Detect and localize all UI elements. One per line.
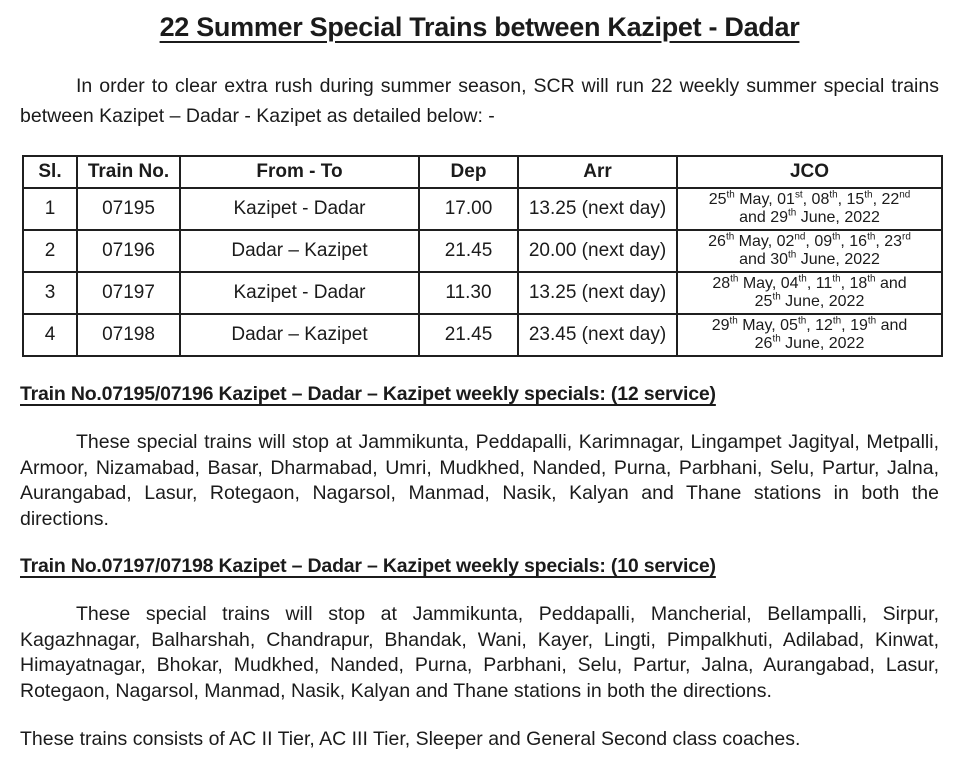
- intro-paragraph: In order to clear extra rush during summ…: [20, 75, 939, 127]
- jco-dates-line: and 30th June, 2022: [739, 249, 880, 268]
- table-row: 3 07197 Kazipet - Dadar 11.30 13.25 (nex…: [22, 271, 943, 315]
- cell-dep: 17.00: [418, 187, 519, 231]
- cell-from-to: Dadar – Kazipet: [179, 313, 420, 357]
- table-row: 1 07195 Kazipet - Dadar 17.00 13.25 (nex…: [22, 187, 943, 231]
- cell-sl: 2: [22, 229, 78, 273]
- table-row: 4 07198 Dadar – Kazipet 21.45 23.45 (nex…: [22, 313, 943, 357]
- section1-paragraph: These special trains will stop at Jammik…: [20, 431, 939, 530]
- cell-jco: 26th May, 02nd, 09th, 16th, 23rd and 30t…: [676, 229, 943, 273]
- jco-dates-line: 26th May, 02nd, 09th, 16th, 23rd: [708, 231, 911, 250]
- cell-dep: 21.45: [418, 229, 519, 273]
- cell-sl: 3: [22, 271, 78, 315]
- section1-heading: Train No.07195/07196 Kazipet – Dadar – K…: [20, 383, 716, 405]
- table-header-row: Sl. Train No. From - To Dep Arr JCO: [22, 155, 943, 189]
- cell-jco: 28th May, 04th, 11th, 18th and 25th June…: [676, 271, 943, 315]
- cell-jco: 29th May, 05th, 12th, 19th and 26th June…: [676, 313, 943, 357]
- jco-dates-line: 25th June, 2022: [754, 291, 865, 310]
- cell-from-to: Dadar – Kazipet: [179, 229, 420, 273]
- column-header-sl: Sl.: [22, 155, 78, 189]
- cell-train-no: 07198: [76, 313, 181, 357]
- column-header-dep: Dep: [418, 155, 519, 189]
- table-row: 2 07196 Dadar – Kazipet 21.45 20.00 (nex…: [22, 229, 943, 273]
- jco-dates-line: 26th June, 2022: [754, 333, 865, 352]
- jco-dates-line: 25th May, 01st, 08th, 15th, 22nd: [708, 189, 911, 208]
- cell-from-to: Kazipet - Dadar: [179, 271, 420, 315]
- cell-dep: 21.45: [418, 313, 519, 357]
- cell-sl: 4: [22, 313, 78, 357]
- column-header-arr: Arr: [517, 155, 678, 189]
- page-title: 22 Summer Special Trains between Kazipet…: [159, 12, 800, 42]
- trains-schedule-table: Sl. Train No. From - To Dep Arr JCO 1 07…: [22, 155, 943, 357]
- column-header-train-no: Train No.: [76, 155, 181, 189]
- cell-sl: 1: [22, 187, 78, 231]
- cell-arr: 23.45 (next day): [517, 313, 678, 357]
- cell-jco: 25th May, 01st, 08th, 15th, 22nd and 29t…: [676, 187, 943, 231]
- column-header-from-to: From - To: [179, 155, 420, 189]
- cell-dep: 11.30: [418, 271, 519, 315]
- cell-train-no: 07197: [76, 271, 181, 315]
- coaches-note: These trains consists of AC II Tier, AC …: [20, 728, 801, 750]
- jco-dates-line: and 29th June, 2022: [739, 207, 880, 226]
- jco-dates-line: 29th May, 05th, 12th, 19th and: [711, 315, 908, 334]
- section2-heading: Train No.07197/07198 Kazipet – Dadar – K…: [20, 555, 716, 577]
- cell-from-to: Kazipet - Dadar: [179, 187, 420, 231]
- cell-arr: 13.25 (next day): [517, 187, 678, 231]
- section2-paragraph: These special trains will stop at Jammik…: [20, 603, 939, 702]
- jco-dates-line: 28th May, 04th, 11th, 18th and: [712, 273, 907, 292]
- cell-train-no: 07196: [76, 229, 181, 273]
- column-header-jco: JCO: [676, 155, 943, 189]
- cell-train-no: 07195: [76, 187, 181, 231]
- cell-arr: 20.00 (next day): [517, 229, 678, 273]
- cell-arr: 13.25 (next day): [517, 271, 678, 315]
